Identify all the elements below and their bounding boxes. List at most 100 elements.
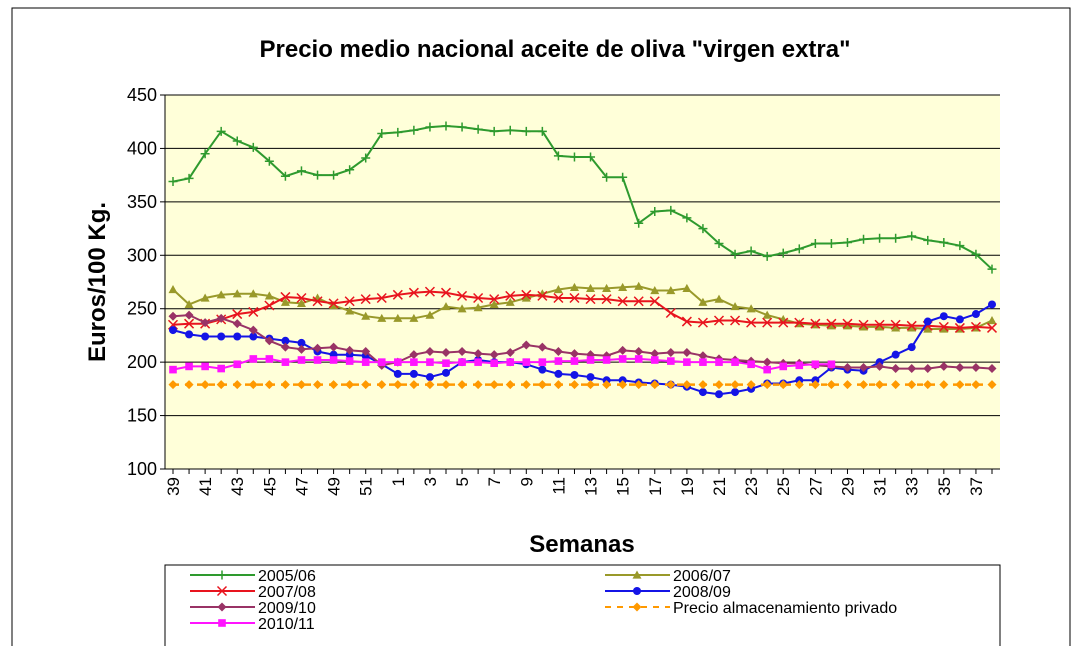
- marker: [457, 346, 467, 356]
- marker: [232, 319, 242, 329]
- legend-marker: [216, 585, 228, 597]
- marker: [329, 342, 339, 352]
- marker: [970, 321, 981, 332]
- marker: [811, 360, 820, 369]
- marker: [216, 290, 226, 299]
- marker: [697, 317, 708, 328]
- marker: [265, 355, 274, 363]
- marker: [762, 251, 772, 261]
- x-tick-label: 25: [774, 477, 793, 496]
- x-tick-label: 17: [646, 477, 665, 496]
- marker: [955, 315, 964, 324]
- marker: [713, 315, 725, 326]
- marker: [553, 346, 563, 356]
- marker: [698, 351, 708, 361]
- marker: [521, 126, 531, 136]
- x-tick-label: 27: [806, 477, 825, 496]
- x-tick-label: 13: [582, 477, 601, 496]
- marker: [474, 358, 482, 366]
- marker: [409, 380, 419, 390]
- x-tick-label: 43: [228, 477, 247, 496]
- marker: [906, 320, 917, 331]
- marker: [521, 340, 531, 350]
- marker: [666, 348, 676, 358]
- marker: [249, 355, 258, 363]
- marker: [361, 346, 371, 356]
- marker: [586, 283, 596, 293]
- legend-marker: [217, 602, 227, 612]
- marker: [842, 318, 853, 329]
- marker: [521, 293, 531, 302]
- marker: [826, 318, 837, 329]
- x-tick-label: 35: [935, 477, 954, 496]
- marker: [201, 332, 210, 341]
- marker: [280, 171, 290, 181]
- marker: [264, 156, 274, 166]
- marker: [586, 380, 596, 390]
- marker: [683, 358, 691, 366]
- x-axis-title: Semanas: [529, 531, 634, 558]
- marker: [360, 294, 371, 305]
- marker: [778, 380, 788, 390]
- marker: [714, 239, 724, 249]
- marker: [794, 317, 805, 328]
- marker: [457, 122, 467, 132]
- x-tick-label: 47: [292, 477, 311, 496]
- marker: [570, 357, 579, 365]
- marker: [248, 142, 258, 152]
- marker: [891, 350, 900, 359]
- marker: [762, 380, 772, 390]
- y-tick-label: 450: [127, 85, 157, 105]
- marker: [489, 299, 499, 309]
- marker: [746, 246, 756, 256]
- marker: [394, 358, 402, 366]
- marker: [505, 297, 515, 306]
- series-line: [172, 285, 993, 330]
- marker: [569, 349, 579, 359]
- marker: [826, 380, 836, 390]
- x-tick-label: 21: [710, 477, 729, 496]
- marker: [554, 357, 563, 365]
- marker: [426, 358, 434, 366]
- marker: [810, 239, 820, 249]
- legend-marker: [218, 619, 226, 627]
- marker: [345, 357, 354, 365]
- marker: [377, 380, 387, 390]
- marker: [313, 343, 323, 353]
- marker: [280, 342, 290, 352]
- marker: [264, 336, 274, 346]
- marker: [827, 360, 836, 369]
- marker: [473, 124, 483, 134]
- marker: [778, 248, 788, 258]
- marker: [506, 358, 515, 366]
- marker: [200, 149, 210, 159]
- marker: [586, 152, 596, 162]
- marker: [731, 388, 740, 397]
- marker: [409, 125, 419, 135]
- legend-marker: [217, 570, 227, 580]
- marker: [891, 233, 901, 243]
- marker: [698, 297, 708, 306]
- x-tick-label: 5: [453, 477, 472, 486]
- marker: [923, 364, 933, 374]
- marker: [907, 364, 917, 374]
- marker: [762, 357, 772, 367]
- marker: [971, 249, 981, 259]
- marker: [553, 151, 563, 161]
- marker: [490, 359, 498, 368]
- marker: [392, 289, 403, 300]
- marker: [232, 289, 242, 298]
- marker: [955, 241, 965, 251]
- marker: [875, 361, 885, 371]
- marker: [312, 296, 323, 307]
- marker: [313, 170, 323, 180]
- marker: [730, 249, 740, 259]
- marker: [329, 380, 339, 390]
- marker: [955, 362, 965, 372]
- marker: [537, 380, 547, 390]
- marker: [233, 332, 242, 341]
- legend-label: 2007/08: [258, 584, 316, 601]
- marker: [538, 365, 547, 374]
- marker: [987, 380, 997, 390]
- marker: [297, 356, 306, 364]
